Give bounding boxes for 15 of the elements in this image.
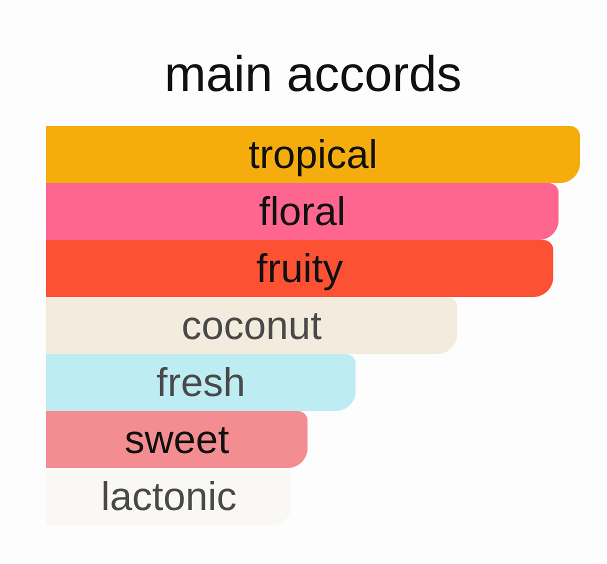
bar [46, 354, 356, 411]
bar [46, 126, 580, 183]
y-tick-label: tropical [248, 133, 378, 177]
bar [46, 468, 292, 525]
bar [46, 411, 308, 468]
y-tick-label: coconut [182, 304, 322, 348]
y-tick-label: floral [258, 190, 346, 234]
y-tick-label: sweet [124, 418, 230, 462]
chart-title: main accords [164, 46, 462, 102]
y-tick-label: fresh [156, 361, 246, 405]
bar [46, 183, 559, 240]
y-tick-label: fruity [256, 247, 343, 291]
y-tick-label: lactonic [101, 475, 237, 519]
bar [46, 297, 458, 354]
bar [46, 240, 554, 297]
